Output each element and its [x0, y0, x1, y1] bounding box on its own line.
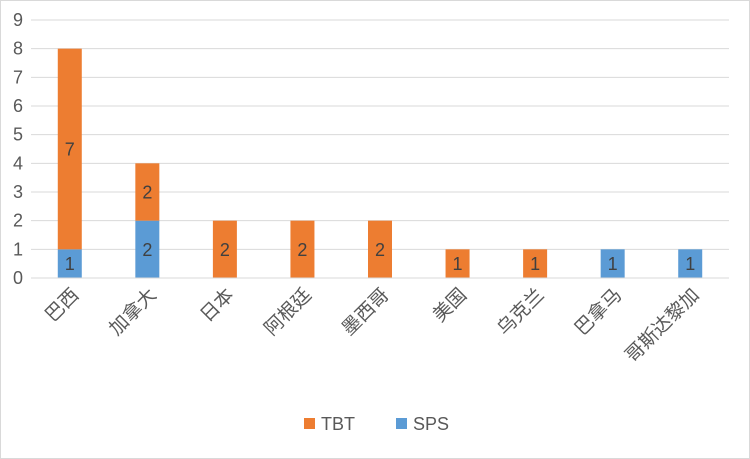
y-tick-label: 2: [13, 211, 23, 231]
category-label: 乌克兰: [493, 284, 549, 340]
bar-segment-tbt: [57, 48, 82, 250]
bar-segment-tbt: [290, 220, 315, 278]
legend-label-tbt: TBT: [321, 414, 355, 434]
y-tick-label: 4: [13, 153, 23, 173]
data-label: 2: [220, 240, 230, 260]
bar-segment-sps: [678, 249, 703, 278]
bar-segment-tbt: [445, 249, 470, 278]
y-tick-label: 3: [13, 182, 23, 202]
bar-segment-tbt: [368, 220, 392, 278]
bar-segment-tbt: [523, 249, 548, 278]
category-label: 阿根廷: [260, 284, 316, 340]
category-label: 巴拿马: [570, 283, 627, 340]
bars: [57, 48, 703, 278]
bar-segment-sps: [135, 220, 160, 278]
data-labels: 1 7 2 2 2 2 2 1 1 1 1: [65, 140, 695, 275]
y-tick-label: 6: [13, 96, 23, 116]
legend-label-sps: SPS: [413, 414, 449, 434]
data-label: 1: [65, 254, 75, 274]
legend: TBT SPS: [304, 414, 449, 434]
category-label: 美国: [429, 284, 471, 326]
y-tick-label: 8: [13, 39, 23, 59]
bar-segment-sps: [600, 249, 625, 278]
category-label: 墨西哥: [338, 284, 394, 340]
data-label: 1: [608, 254, 618, 274]
data-label: 1: [530, 254, 540, 274]
data-label: 2: [142, 183, 152, 203]
data-label: 2: [142, 240, 152, 260]
y-tick-label: 5: [13, 125, 23, 145]
data-label: 2: [375, 240, 385, 260]
data-label: 1: [453, 254, 463, 274]
y-tick-label: 0: [13, 268, 23, 288]
category-label: 巴西: [41, 284, 83, 326]
data-label: 2: [297, 240, 307, 260]
data-label: 7: [65, 140, 75, 160]
bar-segment-tbt: [135, 163, 160, 221]
bar-segment-tbt: [212, 220, 237, 278]
y-tick-label: 1: [13, 239, 23, 259]
category-label: 加拿大: [104, 283, 161, 340]
y-tick-label: 7: [13, 67, 23, 87]
category-label: 日本: [196, 284, 238, 326]
legend-swatch-sps: [396, 418, 407, 429]
bar-segment-sps: [57, 249, 82, 278]
y-axis: 0 1 2 3 4 5 6 7 8 9: [13, 10, 23, 288]
data-label: 1: [685, 254, 695, 274]
category-label: 哥斯达黎加: [621, 284, 704, 367]
y-tick-label: 9: [13, 10, 23, 30]
legend-swatch-tbt: [304, 418, 315, 429]
